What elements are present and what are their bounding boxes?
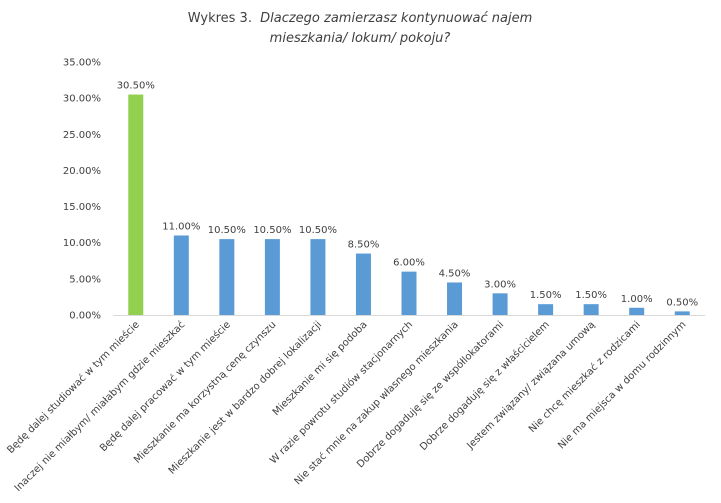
chart-title-line-2: mieszkania/ lokum/ pokoju? bbox=[270, 31, 451, 46]
data-label: 6.00% bbox=[393, 258, 425, 269]
data-label: 10.50% bbox=[299, 225, 337, 236]
bar bbox=[674, 311, 690, 315]
data-label: 0.50% bbox=[666, 297, 698, 308]
bar bbox=[492, 293, 508, 315]
data-label: 8.50% bbox=[348, 240, 380, 251]
data-label: 1.00% bbox=[621, 294, 653, 305]
y-tick-label: 15.00% bbox=[63, 202, 101, 213]
data-label: 4.50% bbox=[439, 268, 471, 279]
bar bbox=[128, 94, 144, 316]
bar bbox=[538, 304, 554, 315]
data-label: 30.50% bbox=[117, 81, 155, 92]
bar bbox=[310, 239, 326, 315]
data-label: 1.50% bbox=[575, 290, 607, 301]
bar bbox=[219, 239, 235, 315]
y-tick-label: 20.00% bbox=[63, 166, 101, 177]
bar bbox=[264, 239, 280, 315]
bar bbox=[583, 304, 599, 315]
data-label: 3.00% bbox=[484, 279, 516, 290]
y-tick-label: 30.00% bbox=[63, 94, 101, 105]
category-label: Nie stać mnie na zakup własnego mieszkan… bbox=[292, 319, 461, 488]
y-tick-label: 25.00% bbox=[63, 130, 101, 141]
category-label: Inaczej nie miałbym/ miałabym gdzie mies… bbox=[12, 319, 187, 494]
bar bbox=[447, 282, 463, 315]
category-label: Mieszkanie mi się podoba bbox=[271, 319, 370, 418]
bar bbox=[173, 235, 189, 315]
bar bbox=[401, 271, 417, 315]
y-tick-label: 10.00% bbox=[63, 238, 101, 249]
data-label: 11.00% bbox=[162, 221, 200, 232]
y-tick-label: 5.00% bbox=[69, 274, 101, 285]
data-label: 10.50% bbox=[208, 225, 246, 236]
chart-title-italic-1: Dlaczego zamierzasz kontynuować najem bbox=[260, 11, 532, 26]
bar bbox=[355, 253, 371, 315]
data-label: 1.50% bbox=[530, 290, 562, 301]
category-label: Mieszkanie jest w bardzo dobrej lokaliza… bbox=[167, 319, 324, 476]
bar bbox=[629, 307, 645, 315]
bars-group bbox=[128, 94, 690, 316]
category-labels-group: Będę dalej studiować w tym mieścieInacze… bbox=[5, 319, 689, 494]
y-axis-ticks: 0.00% 5.00% 10.00% 15.00% 20.00% 25.00% 30.00%… bbox=[63, 58, 101, 322]
data-labels-group: 30.50% 11.00% 10.50% 10.50% 10.50% 8.50% 6.00%… bbox=[117, 81, 698, 309]
chart-title-prefix: Wykres 3. bbox=[188, 11, 252, 26]
chart-title-line-1: Wykres 3. Dlaczego zamierzasz kontynuowa… bbox=[188, 11, 532, 26]
data-label: 10.50% bbox=[253, 225, 291, 236]
y-tick-label: 35.00% bbox=[63, 58, 101, 69]
y-tick-label: 0.00% bbox=[69, 311, 101, 322]
